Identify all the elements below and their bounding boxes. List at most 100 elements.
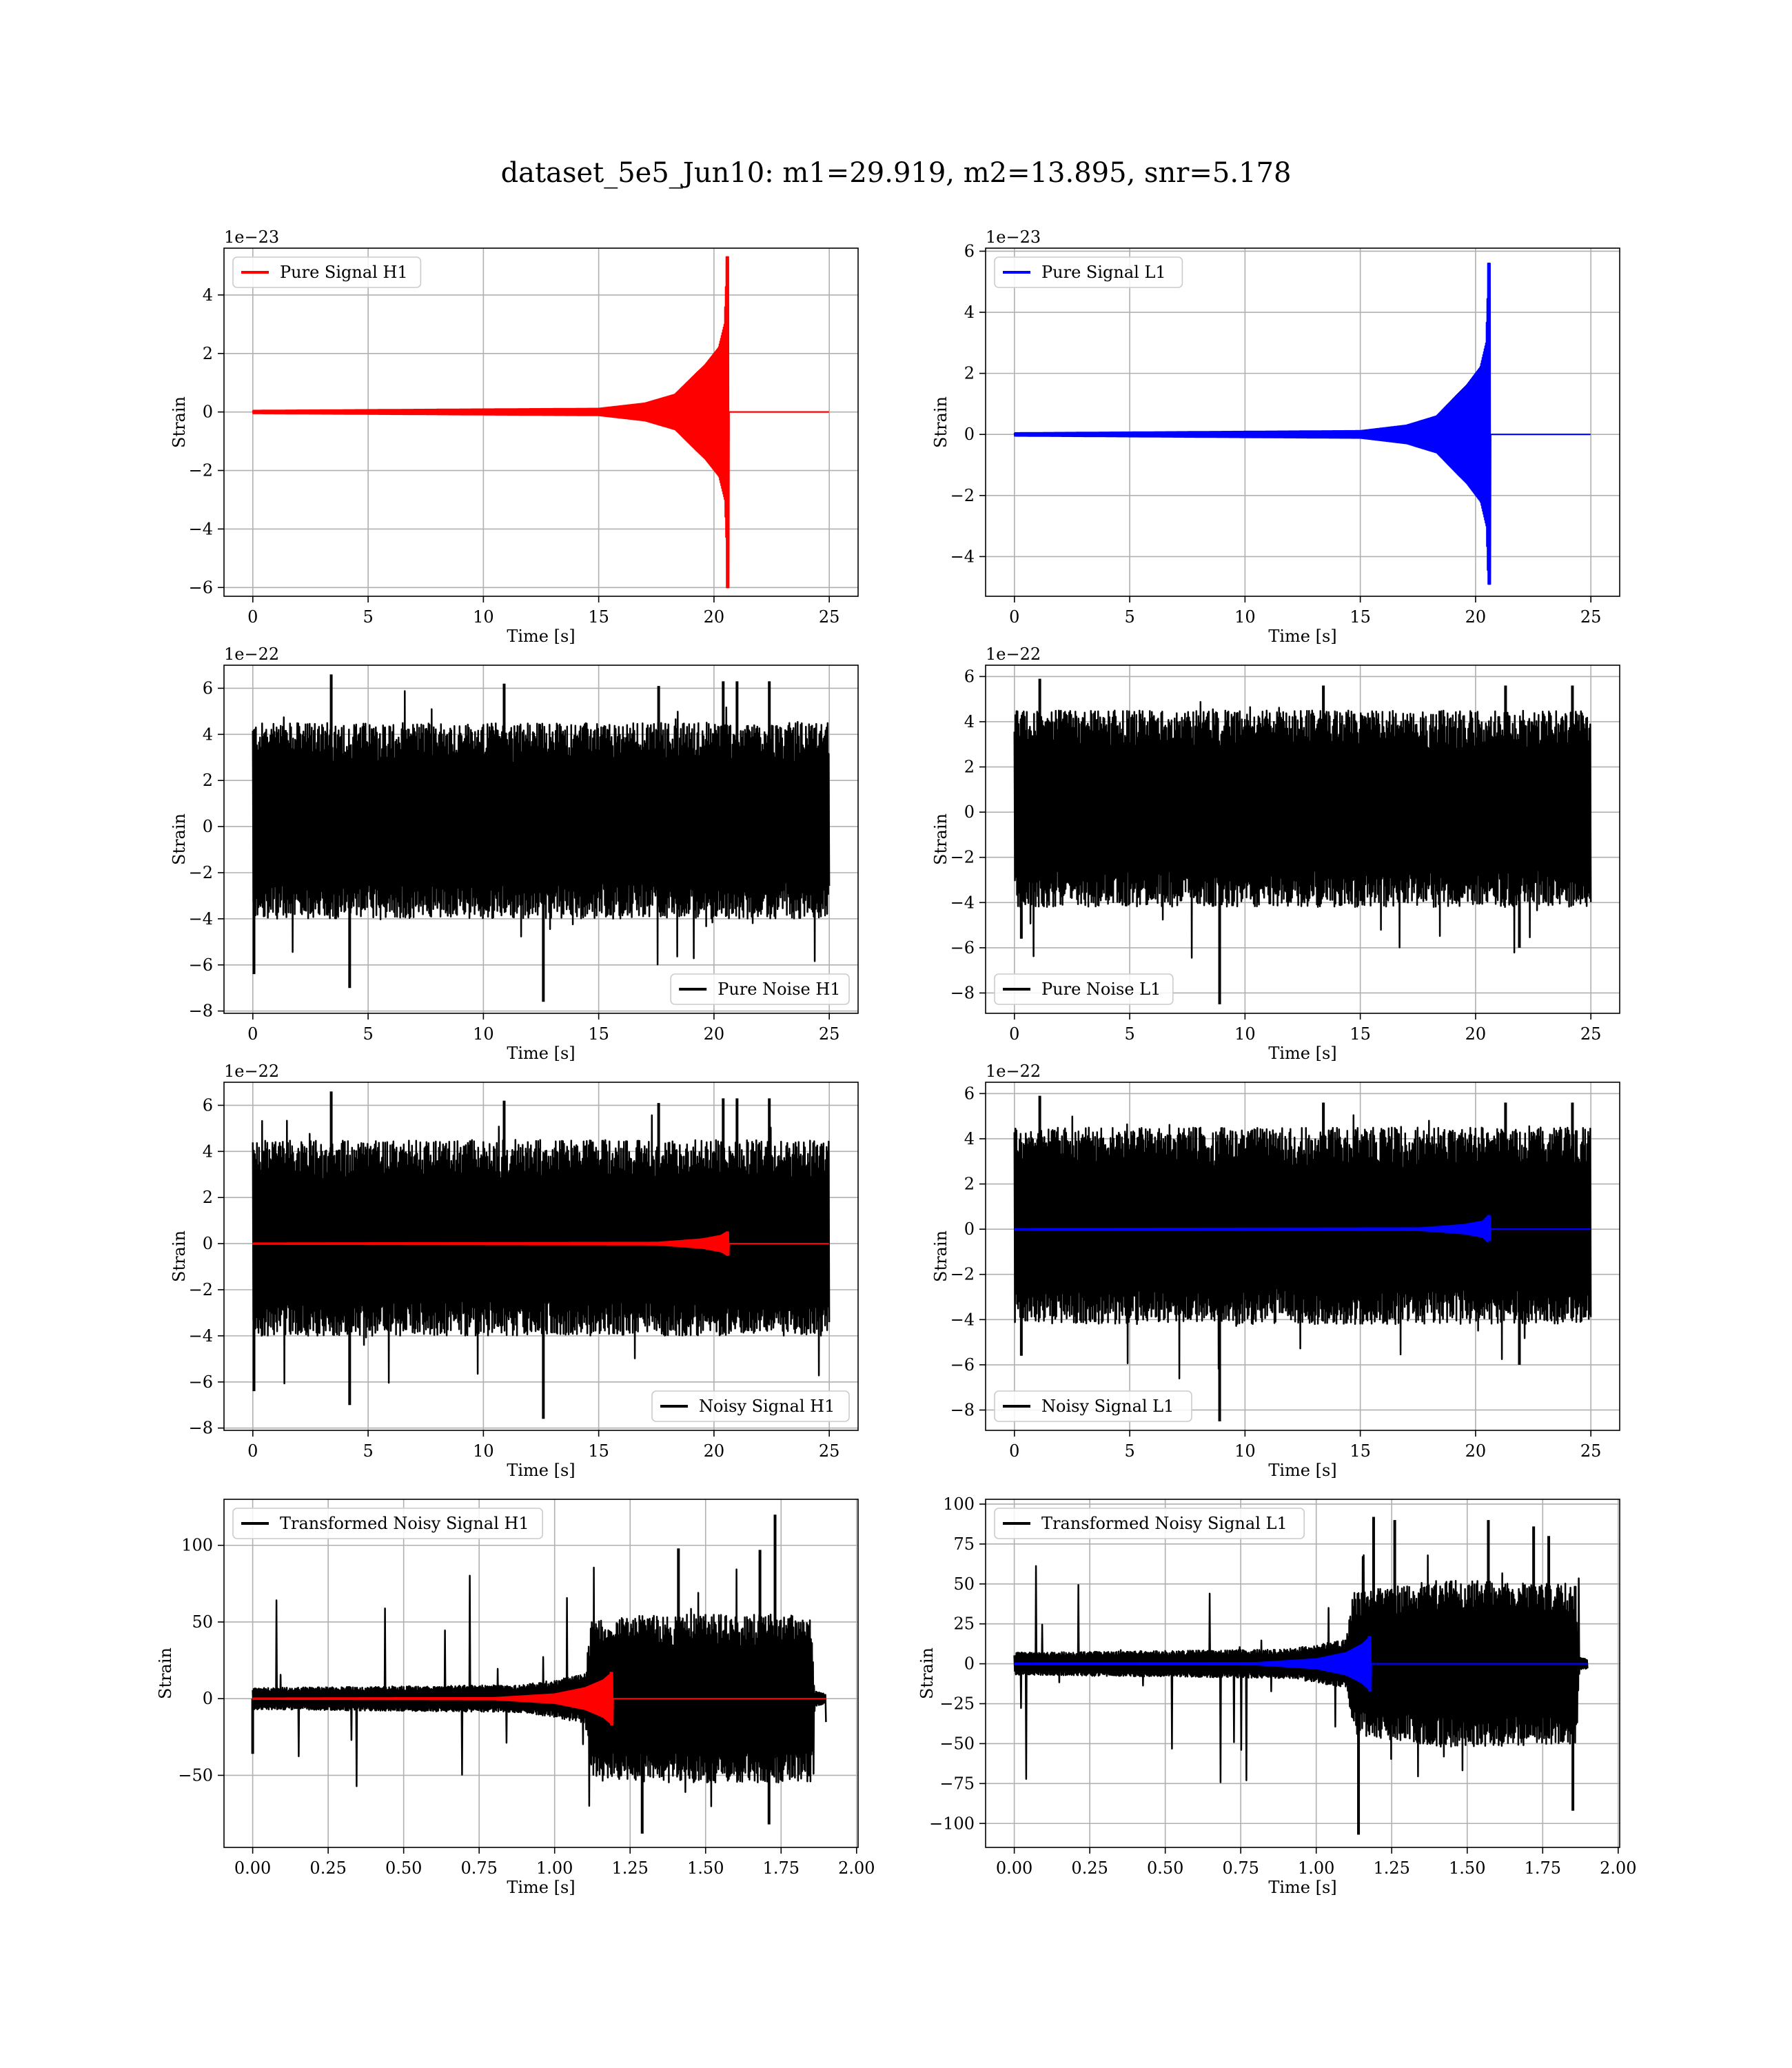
x-tick-label: 20 (1465, 1024, 1487, 1044)
x-axis-label: Time [s] (1268, 1044, 1336, 1063)
x-tick-label: 0.25 (1071, 1858, 1108, 1878)
y-tick-label: 4 (964, 1129, 975, 1148)
plot-area (1013, 263, 1591, 585)
x-tick-label: 25 (1580, 1441, 1602, 1461)
series-line-0 (1013, 701, 1592, 959)
y-tick-label: −4 (950, 893, 975, 912)
series-line-0 (1013, 263, 1591, 585)
y-tick-label: 6 (964, 1084, 975, 1103)
x-axis-label: Time [s] (507, 1044, 575, 1063)
legend-box (232, 256, 422, 288)
y-tick-label: −6 (189, 955, 213, 975)
offset-label: 1e−22 (224, 1062, 279, 1081)
figure-title: dataset_5e5_Jun10: m1=29.919, m2=13.895,… (500, 157, 1292, 189)
series-line-0 (252, 1566, 827, 1807)
y-tick-label: 0 (203, 817, 213, 836)
grid (224, 1499, 858, 1847)
y-tick-label: 100 (181, 1536, 213, 1555)
legend: Transformed Noisy Signal L1 (994, 1508, 1305, 1539)
x-tick-label: 0.00 (234, 1858, 271, 1878)
y-tick-label: −8 (189, 1002, 213, 1021)
y-tick-label: 50 (192, 1612, 213, 1632)
x-axis-label: Time [s] (1268, 627, 1336, 646)
series-line-1 (1013, 1636, 1588, 1692)
series-line-1 (252, 1231, 829, 1256)
plot-area (252, 256, 829, 589)
y-tick-label: −2 (950, 848, 975, 867)
x-tick-label: 1.00 (1298, 1858, 1334, 1878)
y-tick-label: 0 (964, 802, 975, 822)
legend: Noisy Signal H1 (651, 1390, 850, 1422)
x-tick-label: 0.75 (460, 1858, 497, 1878)
x-tick-label: 20 (1465, 607, 1487, 627)
series-line-0 (252, 1114, 831, 1385)
x-tick-label: 20 (704, 607, 725, 627)
y-tick-label: 0 (203, 1234, 213, 1253)
x-tick-label: 0 (1009, 607, 1019, 627)
legend-box (994, 256, 1183, 288)
plot-area (251, 1514, 827, 1834)
legend-label: Pure Signal L1 (1041, 263, 1166, 282)
y-tick-label: −2 (950, 1265, 975, 1284)
y-tick-label: 4 (203, 1142, 213, 1161)
y-tick-label: 6 (964, 667, 975, 686)
y-tick-label: −8 (950, 983, 975, 1002)
legend-label: Noisy Signal H1 (699, 1397, 835, 1416)
x-tick-label: 0.75 (1222, 1858, 1259, 1878)
x-tick-label: 10 (1234, 1441, 1256, 1461)
x-tick-label: 10 (473, 1024, 494, 1044)
plot-area (1013, 1095, 1592, 1421)
y-tick-label: −8 (189, 1419, 213, 1438)
y-tick-label: −50 (178, 1765, 213, 1785)
y-tick-label: 4 (964, 303, 975, 322)
x-tick-label: 25 (1580, 1024, 1602, 1044)
y-axis-label: Strain (931, 1230, 950, 1282)
x-tick-label: 2.00 (838, 1858, 875, 1878)
x-tick-label: 5 (363, 1441, 373, 1461)
legend-label: Transformed Noisy Signal L1 (1041, 1514, 1287, 1533)
legend-box (994, 1390, 1192, 1422)
y-tick-label: 0 (964, 1654, 975, 1674)
y-tick-label: 2 (964, 364, 975, 383)
y-axis-label: Strain (156, 1648, 175, 1699)
y-tick-label: 0 (203, 1689, 213, 1708)
x-tick-label: 0 (1009, 1441, 1019, 1461)
legend-label: Pure Signal H1 (280, 263, 408, 282)
axes-frame (223, 1082, 859, 1431)
x-tick-label: 1.25 (1374, 1858, 1410, 1878)
offset-label: 1e−22 (986, 645, 1041, 664)
y-axis-label: Strain (917, 1648, 937, 1699)
panel-noisy-signal-h1: 0 5 10 15 20 25 −8 −6 −4 −2 0 2 4 6 Time [s] Strain 1e−2… (170, 1062, 859, 1480)
legend: Transformed Noisy Signal H1 (232, 1508, 544, 1539)
x-axis-label: Time [s] (1268, 1461, 1336, 1480)
x-tick-label: 5 (363, 1024, 373, 1044)
axes-frame (223, 247, 859, 597)
x-tick-label: 1.75 (1525, 1858, 1561, 1878)
x-axis-label: Time [s] (507, 1461, 575, 1480)
x-tick-label: 10 (1234, 1024, 1256, 1044)
y-tick-label: 6 (203, 1095, 213, 1115)
x-tick-label: 20 (704, 1441, 725, 1461)
legend-box (651, 1390, 850, 1422)
y-tick-label: 2 (203, 344, 213, 363)
plot-area (1013, 678, 1592, 1004)
y-tick-label: −2 (189, 1280, 213, 1299)
x-tick-label: 10 (1234, 607, 1256, 627)
x-tick-label: 0 (247, 607, 258, 627)
axes-frame (223, 665, 859, 1014)
x-tick-label: 5 (1124, 1441, 1134, 1461)
x-tick-label: 15 (588, 607, 609, 627)
x-axis-label: Time [s] (507, 1878, 575, 1897)
y-tick-label: −2 (189, 863, 213, 882)
x-tick-label: 0.50 (1147, 1858, 1183, 1878)
x-tick-label: 0 (1009, 1024, 1019, 1044)
y-tick-label: 4 (203, 724, 213, 744)
series-line-0 (1013, 1554, 1589, 1783)
y-tick-label: −2 (189, 461, 213, 480)
x-tick-label: 1.50 (687, 1858, 724, 1878)
grid (986, 248, 1620, 596)
y-tick-label: −8 (950, 1400, 975, 1419)
y-tick-label: −4 (189, 1326, 213, 1346)
legend-box (994, 973, 1174, 1005)
